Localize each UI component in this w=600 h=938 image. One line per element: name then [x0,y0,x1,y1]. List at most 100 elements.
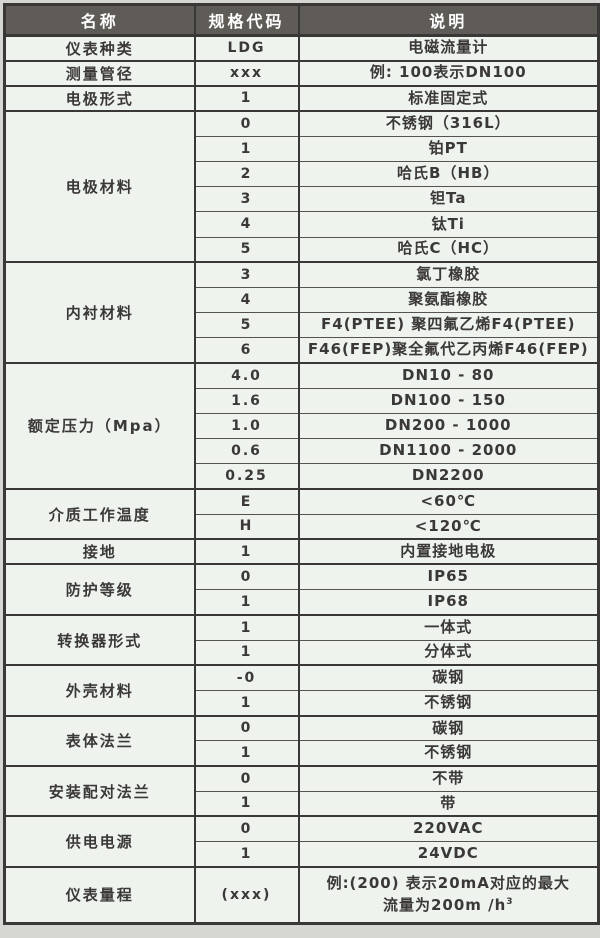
spec-desc-cell: <120℃ [297,513,600,540]
spec-desc-cell: 聚氨酯橡胶 [297,286,600,314]
spec-desc-cell: 例: 100表示DN100 [297,59,600,87]
spec-code-cell: 4 [193,286,300,314]
table-row: 1.0 DN200 - 1000 [5,412,600,440]
table-row: 表体法兰 0 碳钢 [3,714,600,767]
spec-code-cell: 5 [193,312,300,339]
spec-name-cell: 接地 [3,538,196,566]
spec-code-cell: -0 [193,664,300,691]
spec-code-cell: 1 [193,639,300,666]
spec-code-cell: 1 [193,135,300,162]
spec-desc-cell: DN1100 - 2000 [297,437,600,465]
spec-desc-cell: 钛Ti [297,211,600,238]
spec-desc-cell: 氯丁橡胶 [297,261,600,288]
table-row: 供电电源 0 220VAC [3,815,600,868]
spec-code-cell: 1 [193,538,300,565]
table-row: 电极材料 0 不锈钢（316L） [3,110,600,264]
spec-code-cell: E [193,487,300,515]
spec-desc-cell: 内置接地电极 [297,538,600,565]
spec-desc-cell: 电磁流量计 [297,34,600,62]
table-row: 2 哈氏B（HB） [5,160,600,188]
spec-code-cell: xxx [193,59,300,87]
spec-code-cell: 2 [193,160,300,188]
spec-name-cell: 供电电源 [3,815,196,868]
spec-code-cell: 1 [193,689,300,717]
table-row: 1 24VDC [5,840,600,868]
header-row: 名称 规格代码 说明 [3,4,600,37]
spec-code-cell: LDG [193,34,300,62]
spec-desc-cell: 不锈钢（316L） [297,110,600,137]
table-row: 接地 1 内置接地电极 [3,538,600,566]
spec-code-cell: 0 [193,714,300,742]
spec-code-cell: (xxx) [193,865,300,924]
spec-name-cell: 内衬材料 [3,261,196,364]
spec-desc-cell: 钽Ta [297,186,600,213]
table-row: 内衬材料 3 氯丁橡胶 [3,261,600,364]
spec-name-cell: 电极材料 [3,110,196,264]
spec-code-cell: 6 [193,337,300,364]
spec-name-cell: 转换器形式 [3,613,196,667]
spec-desc-cell: 带 [297,790,600,817]
spec-desc-cell: 碳钢 [297,664,600,691]
spec-desc-cell: DN100 - 150 [297,387,600,414]
spec-code-cell: 5 [193,236,300,263]
table-row: 测量管径 xxx 例: 100表示DN100 [3,59,600,87]
spec-desc-cell: 一体式 [297,613,600,641]
header-cell-code: 规格代码 [193,4,300,37]
spec-code-cell: 0.25 [193,463,300,490]
spec-desc-cell: DN10 - 80 [297,361,600,389]
table-row: 1 分体式 [5,639,600,666]
spec-desc-cell: F46(FEP)聚全氟代乙丙烯F46(FEP) [297,337,600,364]
spec-table: 名称 规格代码 说明 仪表种类 LDG 电磁流量计 测量管径 xxx 例: 100表示DN… [3,3,600,925]
spec-desc-cell: <60℃ [297,487,600,515]
spec-code-cell: 0.6 [193,437,300,465]
spec-name-cell: 安装配对法兰 [3,764,196,818]
table-row: 外壳材料 -0 碳钢 [3,664,600,717]
table-row: 4 钛Ti [5,211,600,238]
table-row: 1 IP68 [5,589,600,616]
table-row: 安装配对法兰 0 不带 [3,764,600,818]
spec-desc-cell: 例:(200) 表示20mA对应的最大 流量为200m /h3 [297,865,600,924]
spec-code-cell: 1.6 [193,387,300,414]
spec-code-cell: 0 [193,563,300,591]
spec-desc-cell: 220VAC [297,815,600,843]
spec-desc-cell: 铂PT [297,135,600,162]
spec-code-cell: 1 [193,790,300,817]
spec-code-cell: 1 [193,740,300,767]
desc-line: 例:(200) 表示20mA对应的最大 [326,874,570,893]
spec-code-cell: 4.0 [193,361,300,389]
spec-code-cell: 1 [193,840,300,868]
spec-desc-cell: 分体式 [297,639,600,666]
table-row: 额定压力（Mpa） 4.0 DN10 - 80 [3,361,600,490]
spec-name-cell: 额定压力（Mpa） [3,361,196,490]
table-row: 5 F4(PTEE) 聚四氟乙烯F4(PTEE) [5,312,600,339]
spec-desc-cell: F4(PTEE) 聚四氟乙烯F4(PTEE) [297,312,600,339]
spec-name-cell: 电极形式 [3,84,196,113]
spec-name-cell: 外壳材料 [3,664,196,717]
spec-name-cell: 表体法兰 [3,714,196,767]
spec-desc-cell: 不锈钢 [297,689,600,717]
table-row: 5 哈氏C（HC） [5,236,600,263]
table-row: 转换器形式 1 一体式 [3,613,600,667]
table-row: 4 聚氨酯橡胶 [5,286,600,314]
spec-desc-cell: 不带 [297,764,600,792]
desc-line: 流量为200m /h [382,895,507,914]
spec-name-cell: 介质工作温度 [3,487,196,541]
spec-name-cell: 测量管径 [3,59,196,87]
spec-desc-cell: 碳钢 [297,714,600,742]
spec-code-cell: 3 [193,186,300,213]
spec-desc-cell: DN2200 [297,463,600,490]
table-row: 0.25 DN2200 [5,463,600,490]
spec-name-cell: 防护等级 [3,563,196,616]
table-row: 1 不锈钢 [5,740,600,767]
spec-desc-cell: 标准固定式 [297,84,600,112]
table-row: 防护等级 0 IP65 [3,563,600,616]
table-row: H <120℃ [5,513,600,540]
spec-desc-cell: DN200 - 1000 [297,412,600,440]
spec-desc-cell: 24VDC [297,840,600,868]
spec-desc-cell: IP68 [297,589,600,616]
spec-desc-cell: 哈氏C（HC） [297,236,600,263]
header-cell-desc: 说明 [297,4,600,37]
spec-desc-cell: 不锈钢 [297,740,600,767]
spec-code-cell: 4 [193,211,300,238]
